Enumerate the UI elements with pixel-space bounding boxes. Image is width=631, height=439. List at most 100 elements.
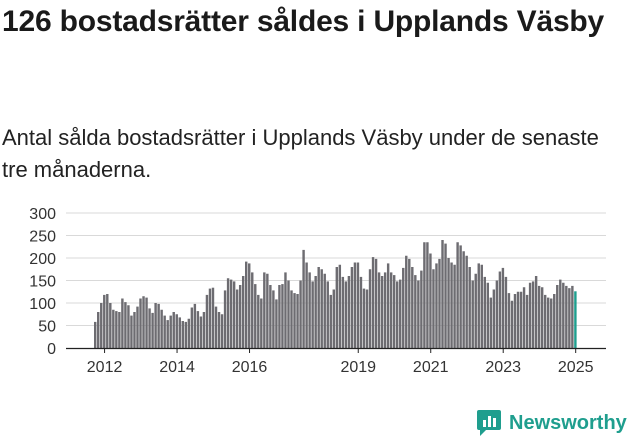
bar [534, 276, 538, 348]
bar [501, 267, 505, 348]
bar [380, 276, 384, 348]
bar [474, 273, 477, 348]
annotation-label: 126 [571, 195, 601, 199]
bar [495, 280, 499, 348]
bar [223, 290, 227, 348]
bar [272, 290, 275, 348]
x-tick-label: 2019 [340, 359, 376, 376]
bar [100, 303, 103, 348]
bar [269, 285, 272, 348]
bar [565, 285, 568, 348]
bar [308, 272, 311, 348]
bar [537, 285, 541, 348]
bar [323, 273, 326, 348]
bar [202, 312, 206, 348]
bar [468, 267, 471, 348]
bar [489, 297, 493, 348]
newsworthy-logo[interactable]: Newsworthy [476, 408, 627, 438]
bar [214, 306, 218, 348]
bar [519, 291, 523, 348]
chart-subtitle: Antal sålda bostadsrätter i Upplands Väs… [2, 125, 599, 182]
bar [217, 312, 221, 348]
bar [441, 240, 444, 348]
bar [130, 315, 133, 348]
bar [97, 312, 100, 348]
bar [341, 276, 345, 348]
bar [293, 293, 296, 348]
bar [226, 278, 230, 348]
bar [423, 242, 426, 348]
brand-name: Newsworthy [509, 411, 627, 434]
bar [556, 285, 559, 348]
bar [296, 294, 299, 348]
bar [317, 267, 320, 348]
bar [275, 299, 278, 348]
bar [359, 276, 363, 348]
bar [574, 291, 577, 348]
bar [365, 289, 369, 348]
bar [383, 272, 387, 348]
bar [124, 302, 127, 348]
bar [302, 249, 305, 348]
y-axis: 0 50 100 150 200 250 300 [29, 206, 56, 358]
bar [374, 258, 378, 348]
bar [205, 294, 209, 348]
bar [184, 321, 188, 348]
bar [405, 255, 408, 348]
bar [492, 289, 496, 348]
bar [193, 303, 197, 348]
bar [136, 306, 139, 348]
bar [142, 296, 145, 348]
y-tick-label: 100 [29, 296, 56, 313]
bar [196, 311, 200, 348]
bar [480, 264, 483, 348]
bar [438, 258, 441, 348]
bar [115, 311, 118, 348]
bar [145, 297, 148, 348]
bar [462, 251, 465, 348]
bar [456, 242, 459, 348]
bar [266, 273, 269, 348]
bar [139, 298, 142, 348]
bar [568, 288, 571, 348]
bar [181, 321, 184, 348]
bar [241, 276, 245, 348]
x-tick-label: 2025 [558, 359, 594, 376]
bar [571, 285, 574, 348]
bar [290, 290, 293, 348]
bar [287, 280, 290, 348]
bar [109, 303, 112, 348]
bar [169, 315, 172, 348]
y-tick-label: 300 [29, 206, 56, 223]
bar [347, 276, 351, 348]
bar [148, 308, 151, 348]
bar [232, 281, 236, 348]
bar [396, 281, 399, 348]
bar [531, 281, 535, 348]
bar [504, 276, 508, 348]
bar [459, 245, 462, 348]
bar [94, 321, 97, 348]
bar [392, 275, 396, 348]
bar [411, 267, 414, 348]
bar [432, 269, 435, 348]
y-tick-label: 200 [29, 251, 56, 268]
bar [510, 300, 514, 348]
bar [402, 267, 405, 348]
bar [471, 280, 474, 348]
bar [386, 263, 390, 348]
bar [281, 284, 284, 348]
bar [414, 275, 417, 348]
bar [190, 307, 194, 348]
bar [408, 258, 411, 348]
bar [133, 312, 136, 348]
bar [368, 269, 372, 348]
y-tick-label: 250 [29, 229, 56, 246]
annotations: 126 [571, 195, 601, 199]
bar [235, 289, 239, 348]
newsworthy-logo-icon [477, 410, 501, 436]
bar [314, 276, 317, 348]
x-tick-label: 2016 [232, 359, 268, 376]
bar [251, 272, 254, 348]
y-tick-label: 0 [47, 341, 56, 358]
